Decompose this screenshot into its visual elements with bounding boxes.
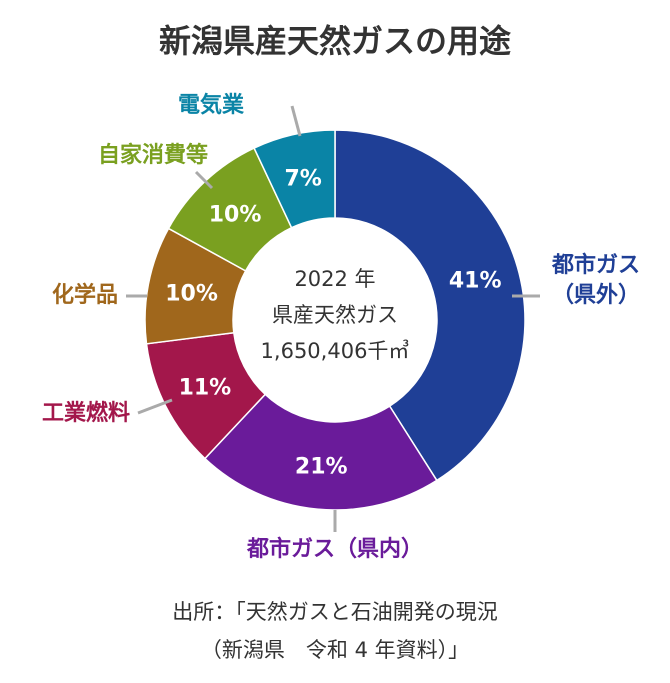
slice--	[334, 129, 526, 482]
value-label: 7%	[284, 167, 321, 192]
leader-lines	[126, 105, 540, 532]
leader-line	[194, 170, 214, 190]
leader-line	[290, 105, 302, 137]
category-label: 都市ガス（県外）	[551, 252, 640, 308]
leader-line	[137, 398, 173, 415]
source-line-2: （新潟県 令和 4 年資料）」	[200, 638, 470, 662]
center-volume: 1,650,406千㎥	[261, 339, 410, 363]
center-year: 2022 年	[294, 267, 375, 291]
donut-slices	[144, 129, 526, 511]
slice--	[203, 393, 438, 511]
source-line-1: 出所：「天然ガスと石油開発の現況	[172, 600, 498, 624]
category-label: 電気業	[178, 92, 245, 118]
value-label: 21%	[295, 454, 348, 479]
value-label: 10%	[165, 282, 218, 307]
category-label: 化学品	[52, 282, 118, 308]
slice--	[253, 129, 336, 229]
value-label: 10%	[209, 203, 262, 228]
center-subject: 県産天然ガス	[272, 303, 398, 327]
category-label: 自家消費等	[98, 142, 208, 168]
slice-labels: 41% 都市ガス（県外） 21% 都市ガス（県内） 11% 工業燃料 10% 化学品 10% 自家…	[42, 92, 640, 562]
value-label: 11%	[179, 375, 232, 400]
category-label: 都市ガス（県内）	[246, 536, 423, 562]
value-label: 41%	[449, 268, 502, 293]
chart-title: 新潟県産天然ガスの用途	[159, 22, 511, 60]
category-label: 工業燃料	[42, 400, 130, 426]
donut-chart: 新潟県産天然ガスの用途 41% 都市ガス（県外） 21% 都市ガス（県内） 11% 工業燃…	[42, 22, 640, 562]
center-text: 2022 年 県産天然ガス 1,650,406千㎥	[261, 267, 410, 363]
